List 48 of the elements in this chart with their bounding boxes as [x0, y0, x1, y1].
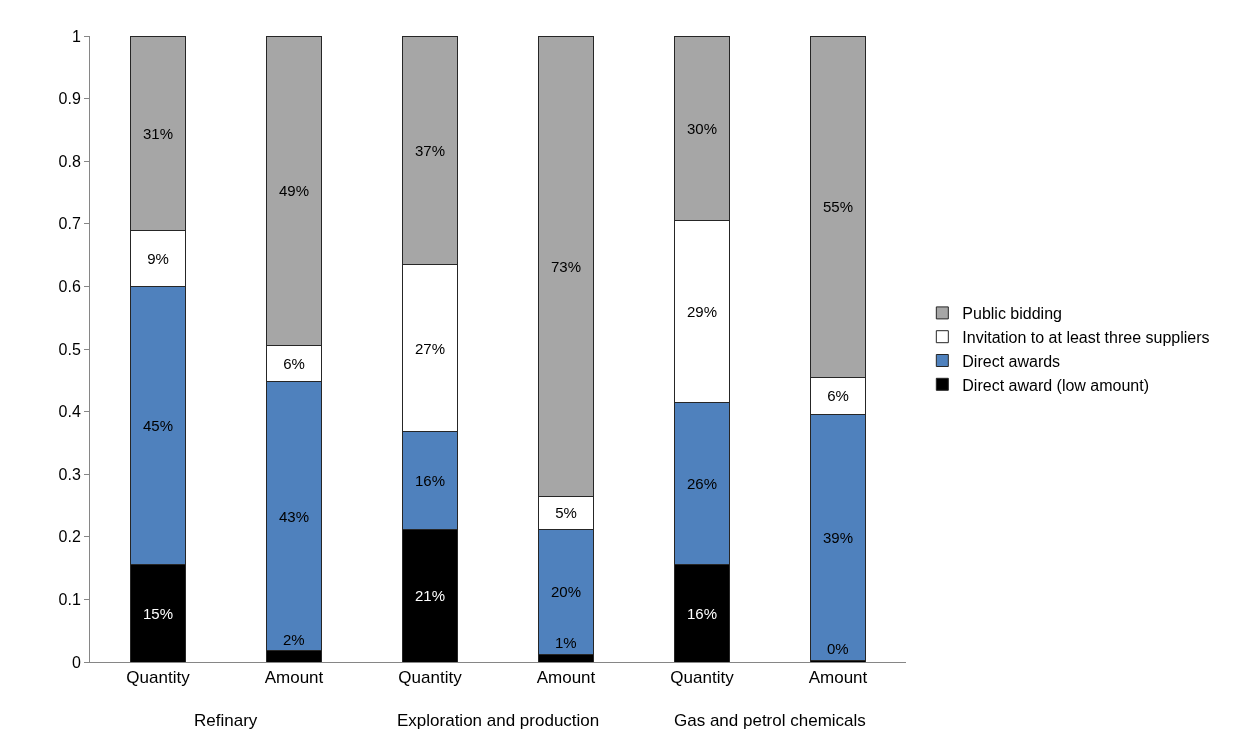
data-label: 30% [686, 119, 718, 137]
data-label: 1% [555, 634, 577, 651]
y-tick-label: 0 [71, 653, 81, 671]
data-label: 73% [550, 257, 582, 275]
x-tick-label: Amount [536, 668, 596, 688]
y-tick-label: 0.8 [58, 152, 81, 170]
data-label: 6% [283, 354, 305, 372]
y-tick-label: 0.4 [58, 403, 81, 421]
data-label: 27% [414, 339, 446, 357]
data-label: 49% [278, 182, 310, 200]
y-tick-label: 0.5 [58, 340, 81, 358]
y-tick-label: 0.9 [58, 90, 81, 108]
data-label: 16% [686, 604, 718, 622]
data-label: 6% [827, 387, 849, 405]
legend-label: Invitation to at least three suppliers [962, 328, 1210, 346]
data-label: 45% [142, 417, 174, 435]
y-tick-label: 0.2 [58, 528, 81, 546]
data-label: 2% [283, 631, 305, 648]
x-tick-label: Quantity [126, 668, 191, 688]
data-label: 29% [686, 303, 718, 321]
data-label: 37% [414, 141, 446, 159]
data-label: 55% [822, 198, 854, 216]
y-tick-label: 0.6 [58, 278, 81, 295]
text: Refinary [194, 711, 258, 730]
y-tick-label: 0.7 [58, 215, 81, 233]
data-label: 16% [414, 471, 446, 489]
y-tick-label: 0.3 [58, 465, 81, 483]
data-label: 21% [414, 587, 446, 605]
data-label: 31% [142, 124, 174, 142]
data-label: 26% [686, 475, 718, 493]
text: Exploration and production [397, 711, 600, 730]
x-tick-label: Quantity [670, 668, 735, 688]
data-label: 0% [827, 640, 849, 657]
data-label: 43% [278, 507, 310, 525]
legend-label: Direct award (low amount) [962, 376, 1150, 394]
legend-label: Public bidding [962, 305, 1062, 323]
y-tick-label: 1 [71, 27, 81, 45]
text: Gas and petrol chemicals [674, 711, 866, 730]
x-tick-label: Amount [264, 668, 324, 688]
legend-label: Direct awards [962, 352, 1061, 370]
x-tick-label: Amount [808, 668, 868, 688]
data-label: 5% [555, 504, 577, 522]
data-label: 20% [550, 583, 582, 601]
data-label: 9% [147, 249, 169, 267]
data-label: 39% [822, 528, 854, 546]
data-label: 15% [142, 604, 174, 622]
y-tick-label: 0.1 [58, 591, 81, 608]
x-tick-label: Quantity [398, 668, 463, 688]
